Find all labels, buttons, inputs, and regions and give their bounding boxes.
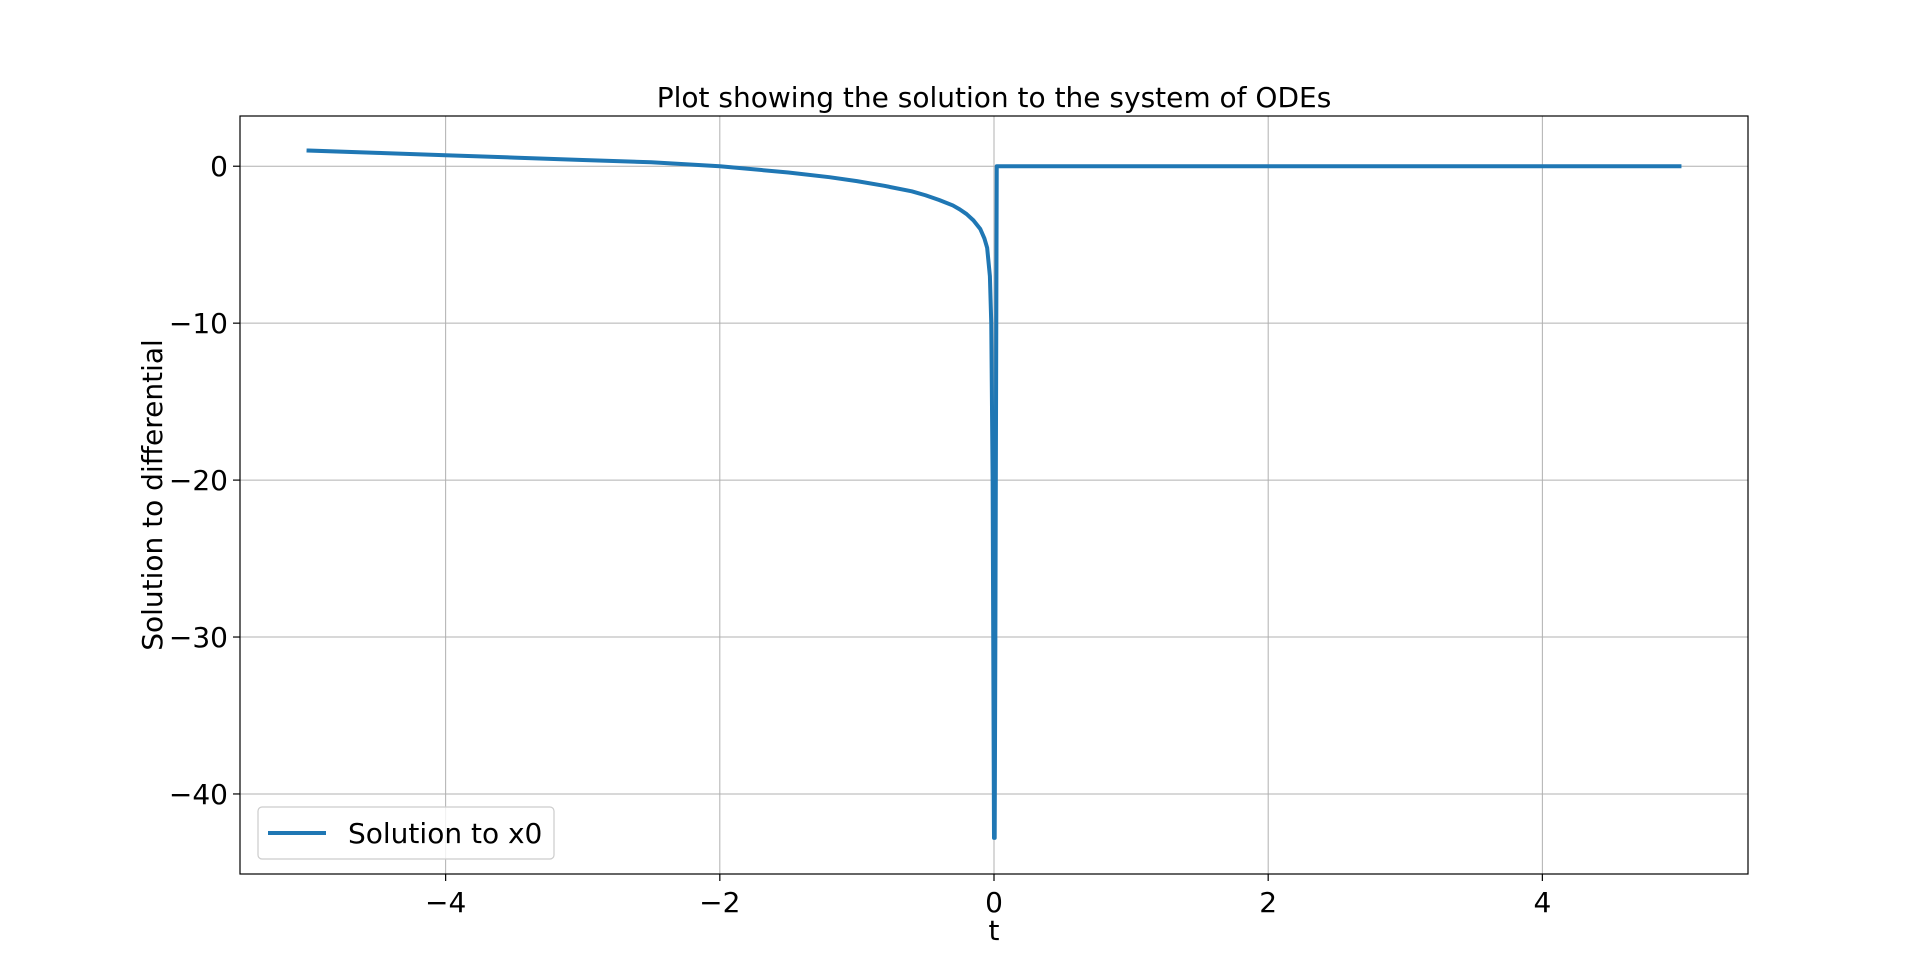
x-tick-label: 4 [1533, 886, 1551, 919]
y-tick-label: −40 [169, 778, 228, 811]
x-tick-label: −2 [699, 886, 740, 919]
y-tick-label: 0 [210, 150, 228, 183]
y-tick-label: −30 [169, 621, 228, 654]
x-axis-label: t [989, 914, 1000, 947]
legend-frame [257, 806, 555, 860]
series-layer [306, 148, 1682, 840]
series-line [306, 148, 1682, 840]
x-tick-label: 0 [985, 886, 1003, 919]
chart-title: Plot showing the solution to the system … [657, 81, 1332, 114]
x-axis: −4 −2 0 2 4 [425, 874, 1551, 919]
legend-label: Solution to x0 [348, 817, 542, 850]
x-tick-label: −4 [425, 886, 466, 919]
y-axis: 0 −10 −20 −30 −40 [169, 150, 240, 811]
y-tick-label: −10 [169, 307, 228, 340]
y-tick-label: −20 [169, 464, 228, 497]
legend: Solution to x0 [257, 806, 555, 860]
x-tick-label: 2 [1259, 886, 1277, 919]
y-axis-label: Solution to differential [136, 339, 169, 651]
